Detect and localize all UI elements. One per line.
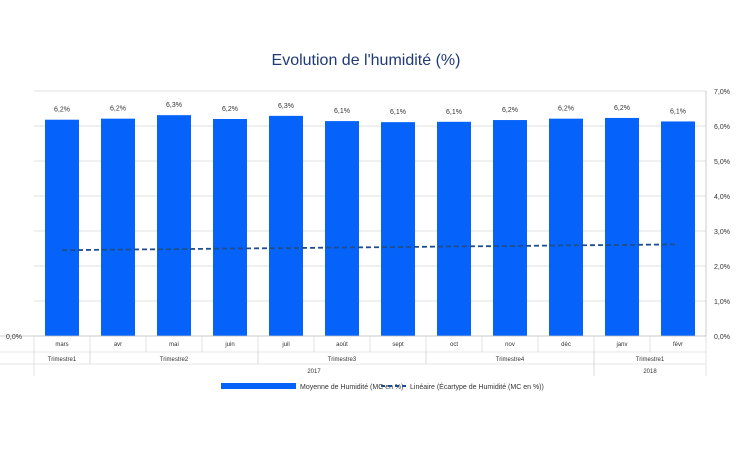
y-tick-label: 0,0% <box>714 334 730 341</box>
bar <box>493 120 527 336</box>
y-tick-label: 5,0% <box>714 159 730 166</box>
x-tick-label: juin <box>224 342 234 348</box>
x-tick-label: nov <box>505 342 515 348</box>
gridlines <box>34 90 706 337</box>
x-tick-label: oct <box>450 342 458 348</box>
x-tick-label: juil <box>281 342 289 348</box>
data-label: 6,1% <box>390 109 406 116</box>
data-label: 6,2% <box>502 107 518 114</box>
y-tick-label: 3,0% <box>714 229 730 236</box>
data-label: 6,1% <box>334 108 350 115</box>
legend-label-bar: Moyenne de Humidité (MC en %) <box>300 384 404 391</box>
bar <box>605 117 639 336</box>
quarter-label: Trimestre1 <box>636 357 665 363</box>
y-tick-label: 2,0% <box>714 264 730 271</box>
bar <box>549 118 583 337</box>
data-label: 6,1% <box>670 108 686 115</box>
trendline <box>61 243 679 252</box>
year-label: 2017 <box>307 369 321 375</box>
quarter-label: Trimestre1 <box>48 357 77 363</box>
bar <box>325 121 359 336</box>
data-labels-group: 6,2% 6,2% 6,3% 6,2% 6,3% 6,1% 6,1% 6,1% 6,2% 6,2%… <box>54 102 686 116</box>
bar <box>381 122 415 337</box>
data-label: 6,3% <box>278 103 294 110</box>
x-tick-label: mars <box>55 342 68 348</box>
quarter-label: Trimestre3 <box>328 357 357 363</box>
y-tick-label: 4,0% <box>714 194 730 201</box>
x-tick-label: mai <box>169 342 179 348</box>
data-label: 6,3% <box>166 102 182 109</box>
data-label: 6,2% <box>614 105 630 112</box>
bar <box>45 119 79 336</box>
left-axis-zero-label: 0,0% <box>6 334 22 341</box>
quarter-label: Trimestre4 <box>496 357 525 363</box>
quarter-label: Trimestre2 <box>160 357 189 363</box>
x-tick-label: janv <box>615 342 627 348</box>
x-axis: mars avr mai juin juil août sept oct nov déc janv f… <box>0 335 707 376</box>
bar <box>269 115 303 336</box>
y-tick-label: 1,0% <box>714 299 730 306</box>
x-tick-label: avr <box>114 342 122 348</box>
legend-swatch-bar <box>221 383 296 389</box>
bar <box>157 115 191 337</box>
trendline-group <box>61 243 679 252</box>
bar <box>213 119 247 336</box>
bars-group <box>45 115 695 337</box>
x-tick-label: août <box>336 342 348 348</box>
y-tick-label: 6,0% <box>714 124 730 131</box>
bar <box>661 121 695 336</box>
x-tick-label: sept <box>392 342 404 348</box>
data-label: 6,1% <box>446 109 462 116</box>
legend-label-trendline: Linéaire (Écartype de Humidité (MC en %)… <box>410 382 544 391</box>
data-label: 6,2% <box>54 107 70 114</box>
chart-title: Evolution de l'humidité (%) <box>272 52 461 69</box>
year-label: 2018 <box>643 369 657 375</box>
x-tick-label: févr <box>673 342 683 348</box>
data-label: 6,2% <box>558 106 574 113</box>
x-tick-label: déc <box>561 342 571 348</box>
data-label: 6,2% <box>222 106 238 113</box>
bar <box>437 121 471 336</box>
y-axis: 0,0% 1,0% 2,0% 3,0% 4,0% 5,0% 6,0% 7,0% <box>705 89 730 341</box>
bar <box>101 118 135 337</box>
data-label: 6,2% <box>110 106 126 113</box>
y-tick-label: 7,0% <box>714 89 730 96</box>
legend: Moyenne de Humidité (MC en %) Linéaire (… <box>221 382 544 391</box>
